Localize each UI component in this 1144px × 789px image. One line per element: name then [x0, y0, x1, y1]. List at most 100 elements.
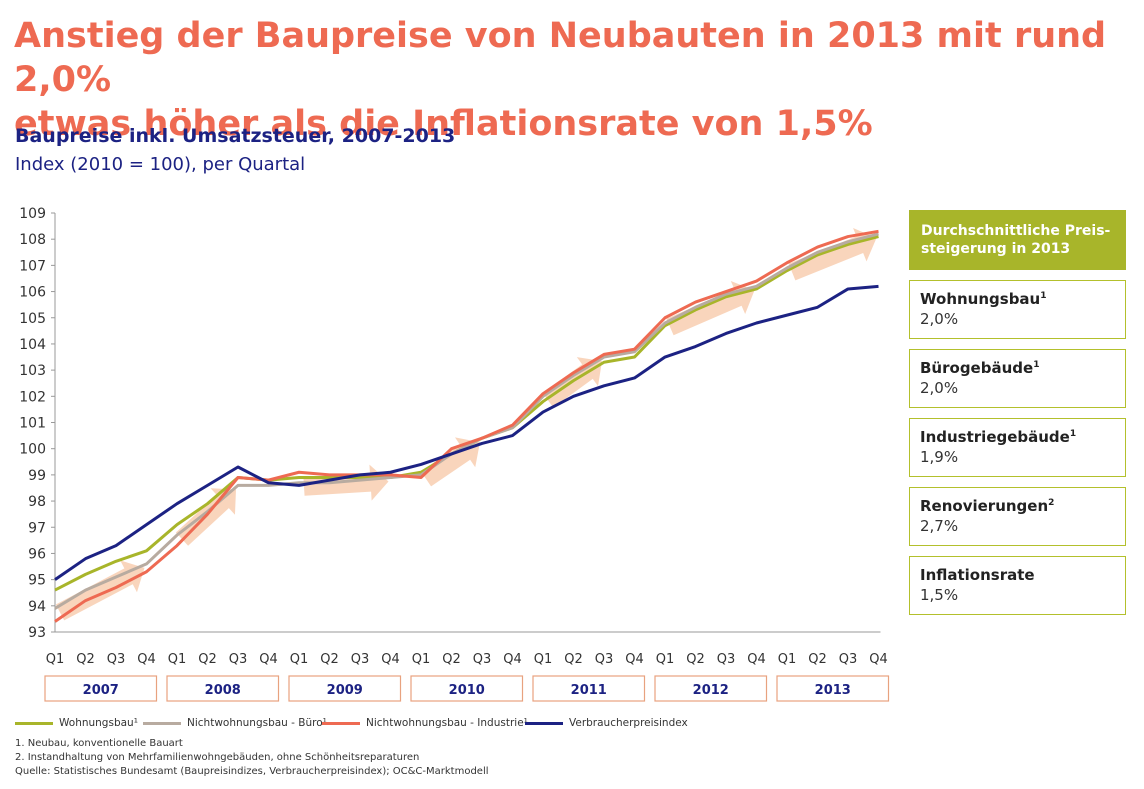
- trend-arrow: [55, 560, 145, 621]
- panel-header: Durchschnittliche Preis- steigerung in 2…: [909, 210, 1126, 270]
- y-tick-label: 105: [19, 311, 46, 327]
- legend-swatch: [15, 721, 53, 725]
- legend-swatch: [322, 721, 360, 725]
- y-axis: 93 94 95 96 97 98 99 100 101 102 103 104 105 106 107 10…: [19, 206, 56, 641]
- stat-box-inflationsrate: Inflationsrate 1,5%: [909, 556, 1126, 615]
- stat-box-industriegebaeude: Industriegebäude1 1,9%: [909, 418, 1126, 477]
- stat-footnote: 1: [1040, 291, 1047, 301]
- price-increase-panel: Durchschnittliche Preis- steigerung in 2…: [909, 210, 1126, 615]
- legend-swatch: [143, 721, 181, 725]
- y-tick-label: 94: [28, 599, 46, 615]
- series-line-wohnungsbau: [54, 235, 879, 592]
- x-tick-label: Q3: [351, 652, 370, 667]
- legend-label: Wohnungsbau¹: [59, 717, 138, 729]
- series-lines: [54, 229, 879, 623]
- x-tick-label: Q2: [76, 652, 95, 667]
- stat-value: 2,0%: [920, 310, 959, 328]
- year-label: 2007: [83, 683, 119, 698]
- stat-box-buerogebaeude: Bürogebäude1 2,0%: [909, 349, 1126, 408]
- series-line-industrie: [54, 229, 879, 623]
- x-tick-label: Q4: [381, 652, 400, 667]
- x-tick-label: Q4: [137, 652, 156, 667]
- series-line-buero: [54, 232, 879, 610]
- stat-footnote: 1: [1033, 360, 1040, 370]
- year-label: 2010: [449, 683, 485, 698]
- stat-name: Bürogebäude: [920, 359, 1034, 377]
- stat-value: 2,0%: [920, 379, 959, 397]
- x-tick-label: Q4: [503, 652, 522, 667]
- legend-label: Nichtwohnungsbau - Büro¹: [187, 717, 327, 729]
- headline: Anstieg der Baupreise von Neubauten in 2…: [14, 14, 1124, 146]
- headline-line-1: Anstieg der Baupreise von Neubauten in 2…: [14, 16, 1107, 100]
- y-tick-label: 95: [28, 573, 46, 589]
- legend-item-wohnungsbau: Wohnungsbau¹: [15, 717, 138, 729]
- year-label: 2009: [327, 683, 363, 698]
- year-label: 2013: [815, 683, 851, 698]
- trend-arrow-shape: [55, 560, 145, 621]
- legend-label: Nichtwohnungsbau - Industrie¹: [366, 717, 528, 729]
- legend-item-industrie: Nichtwohnungsbau - Industrie¹: [322, 717, 528, 729]
- x-tick-label: Q3: [595, 652, 614, 667]
- stat-value: 2,7%: [920, 517, 959, 535]
- x-tick-label: Q3: [839, 652, 858, 667]
- stat-box-wohnungsbau: Wohnungsbau1 2,0%: [909, 280, 1126, 339]
- stat-value: 1,9%: [920, 448, 959, 466]
- year-label: 2008: [205, 683, 241, 698]
- y-tick-label: 107: [19, 258, 46, 274]
- x-tick-label: Q3: [229, 652, 248, 667]
- stat-value: 1,5%: [920, 586, 959, 604]
- x-tick-label: Q1: [290, 652, 309, 667]
- year-box: [410, 675, 524, 702]
- headline-line-2: etwas höher als die Inflationsrate von 1…: [14, 104, 873, 144]
- x-axis: Q1 Q2 Q3 Q4 Q1 Q2 Q3 Q4 Q1 Q2 Q3 Q4 Q1 Q2 Q3 Q4 Q1 Q2 Q3 Q4…: [44, 631, 890, 702]
- stat-footnote: 2: [1048, 498, 1055, 508]
- y-tick-label: 100: [19, 442, 46, 458]
- footnote-2: 2. Instandhaltung von Mehrfamilienwohnge…: [15, 752, 420, 763]
- x-tick-label: Q2: [808, 652, 827, 667]
- y-tick-label: 106: [19, 285, 46, 301]
- trend-arrow: [420, 437, 480, 487]
- x-tick-label: Q4: [259, 652, 278, 667]
- x-tick-label: Q3: [473, 652, 492, 667]
- x-tick-label: Q2: [686, 652, 705, 667]
- x-tick-label: Q2: [564, 652, 583, 667]
- source-note: Quelle: Statistisches Bundesamt (Bauprei…: [15, 766, 489, 777]
- x-tick-label: Q4: [869, 652, 888, 667]
- x-tick-label: Q2: [320, 652, 339, 667]
- y-tick-label: 99: [28, 468, 46, 484]
- legend-item-vpi: Verbraucherpreisindex: [525, 717, 688, 729]
- year-box: [776, 675, 890, 702]
- y-tick-label: 101: [19, 416, 46, 432]
- panel-header-line-2: steigerung in 2013: [921, 241, 1071, 257]
- x-tick-label: Q2: [198, 652, 217, 667]
- y-tick-label: 102: [19, 389, 46, 405]
- stat-name: Renovierungen: [920, 497, 1049, 515]
- footnote-1: 1. Neubau, konventionelle Bauart: [15, 738, 183, 749]
- stat-name: Industriegebäude: [920, 428, 1070, 446]
- x-tick-label: Q1: [412, 652, 431, 667]
- year-box: [44, 675, 158, 702]
- legend-label: Verbraucherpreisindex: [569, 717, 688, 729]
- series-line-vpi: [54, 284, 879, 581]
- trend-arrows: [55, 227, 877, 621]
- year-box: [288, 675, 402, 702]
- y-tick-label: 109: [19, 206, 46, 222]
- y-tick-label: 98: [28, 494, 46, 510]
- stat-box-renovierungen: Renovierungen2 2,7%: [909, 487, 1126, 546]
- chart-title: Baupreise inkl. Umsatzsteuer, 2007-2013: [15, 125, 456, 147]
- chart-subtitle: Index (2010 = 100), per Quartal: [15, 154, 306, 175]
- year-box: [166, 675, 280, 702]
- year-label: 2012: [693, 683, 729, 698]
- stat-name: Wohnungsbau: [920, 290, 1041, 308]
- panel-header-line-1: Durchschnittliche Preis-: [921, 223, 1111, 239]
- y-tick-label: 97: [28, 520, 46, 536]
- stat-name: Inflationsrate: [920, 566, 1035, 584]
- x-tick-label: Q2: [442, 652, 461, 667]
- trend-arrow-shape: [420, 437, 480, 487]
- x-tick-label: Q3: [107, 652, 126, 667]
- x-tick-label: Q4: [747, 652, 766, 667]
- y-tick-label: 104: [19, 337, 46, 353]
- legend-swatch: [525, 721, 563, 725]
- stat-footnote: 1: [1069, 429, 1077, 439]
- x-tick-label: Q1: [534, 652, 553, 667]
